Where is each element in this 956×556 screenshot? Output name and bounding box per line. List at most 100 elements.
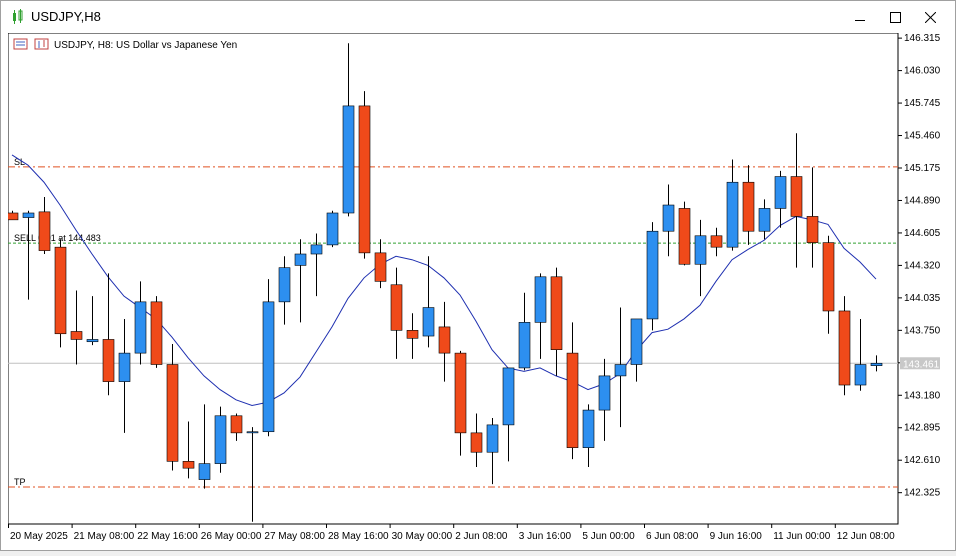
- candle[interactable]: [790, 133, 803, 268]
- candle[interactable]: [486, 418, 499, 485]
- x-tick-label: 20 May 2025: [10, 531, 68, 542]
- candle[interactable]: [294, 239, 307, 323]
- candle[interactable]: [630, 318, 643, 382]
- maximize-button[interactable]: [878, 1, 912, 33]
- candle[interactable]: [758, 199, 771, 240]
- candle[interactable]: [134, 281, 147, 365]
- symbol-info: USDJPY, H8: US Dollar vs Japanese Yen: [54, 40, 237, 51]
- y-tick-label: 145.175: [904, 163, 941, 174]
- candle[interactable]: [518, 292, 531, 371]
- candle-body: [134, 301, 147, 354]
- candle[interactable]: [774, 170, 787, 228]
- candle[interactable]: [70, 290, 83, 365]
- candle[interactable]: [262, 279, 275, 437]
- candle-body: [774, 176, 787, 209]
- candle-body: [182, 461, 195, 469]
- candle[interactable]: [662, 184, 675, 257]
- chart-area[interactable]: SL TP SELL 0.01 at 144.483 146.315 146.030 1…: [6, 32, 955, 551]
- candle-body: [438, 326, 451, 354]
- y-tick-label: 143.750: [904, 325, 941, 336]
- candle[interactable]: [118, 318, 131, 433]
- y-tick-label: 144.035: [904, 293, 941, 304]
- candle[interactable]: [854, 318, 867, 391]
- candle[interactable]: [198, 404, 211, 489]
- candle-body: [342, 105, 355, 214]
- chart-header-icons[interactable]: [13, 38, 49, 50]
- candle[interactable]: [374, 239, 387, 289]
- candle-body: [758, 208, 771, 232]
- candle[interactable]: [342, 43, 355, 217]
- candle[interactable]: [870, 355, 883, 372]
- candle[interactable]: [246, 427, 259, 522]
- title-bar[interactable]: USDJPY,H8: [1, 1, 955, 33]
- minimize-button[interactable]: [843, 1, 877, 33]
- candle[interactable]: [614, 307, 627, 428]
- candle[interactable]: [22, 210, 35, 300]
- candle[interactable]: [534, 273, 547, 359]
- candle[interactable]: [838, 296, 851, 396]
- candle-body: [422, 307, 435, 337]
- sl-level-label: SL: [14, 157, 25, 167]
- candle-body: [150, 301, 163, 365]
- candle-body: [646, 230, 659, 320]
- candle-body: [614, 364, 627, 377]
- candle[interactable]: [438, 301, 451, 382]
- x-tick-label: 3 Jun 16:00: [519, 531, 572, 542]
- candle[interactable]: [390, 267, 403, 359]
- y-tick-label: 142.325: [904, 488, 941, 499]
- candle-body: [710, 235, 723, 248]
- candle[interactable]: [454, 350, 467, 456]
- x-tick-label: 22 May 16:00: [137, 531, 198, 542]
- candle-body: [54, 246, 67, 335]
- y-tick-label: 145.460: [904, 131, 941, 142]
- candle[interactable]: [550, 267, 563, 376]
- candle[interactable]: [54, 239, 67, 348]
- candle[interactable]: [694, 219, 707, 297]
- candle[interactable]: [86, 296, 99, 346]
- plot-frame: [7, 32, 899, 525]
- y-tick-label: 146.315: [904, 33, 941, 44]
- candle-body: [310, 244, 323, 255]
- candle[interactable]: [582, 404, 595, 468]
- candle-body: [822, 242, 835, 312]
- candle[interactable]: [726, 159, 739, 251]
- candle[interactable]: [278, 256, 291, 325]
- candle[interactable]: [678, 201, 691, 266]
- candle-body: [230, 415, 243, 434]
- candle[interactable]: [470, 413, 483, 468]
- y-tick-label: 146.030: [904, 66, 941, 77]
- candle[interactable]: [358, 91, 371, 259]
- candle[interactable]: [102, 273, 115, 396]
- candlestick-chart[interactable]: SL TP SELL 0.01 at 144.483 146.315 146.030 1…: [6, 32, 955, 551]
- x-tick-label: 9 Jun 16:00: [710, 531, 763, 542]
- candle[interactable]: [710, 227, 723, 257]
- candle[interactable]: [230, 413, 243, 441]
- candle[interactable]: [214, 406, 227, 473]
- x-tick-label: 2 Jun 08:00: [455, 531, 508, 542]
- candle[interactable]: [326, 210, 339, 248]
- candle[interactable]: [822, 235, 835, 334]
- candle[interactable]: [166, 344, 179, 471]
- list-icon[interactable]: [13, 38, 28, 50]
- candle[interactable]: [742, 165, 755, 245]
- candle[interactable]: [566, 322, 579, 460]
- y-tick-label: 143.180: [904, 390, 941, 401]
- chart-type-icon[interactable]: [34, 38, 49, 50]
- candle[interactable]: [502, 367, 515, 462]
- candle[interactable]: [182, 421, 195, 479]
- candle[interactable]: [310, 233, 323, 297]
- candle-body: [246, 431, 259, 434]
- candle[interactable]: [150, 296, 163, 368]
- candle[interactable]: [806, 167, 819, 268]
- candle[interactable]: [38, 197, 51, 255]
- y-tick-label: 144.890: [904, 195, 941, 206]
- candle[interactable]: [646, 222, 659, 331]
- minimize-icon: [855, 19, 865, 21]
- candle[interactable]: [598, 358, 611, 441]
- candle[interactable]: [406, 313, 419, 359]
- candle-body: [582, 409, 595, 448]
- close-button[interactable]: [913, 1, 947, 33]
- x-tick-label: 28 May 16:00: [328, 531, 389, 542]
- candle[interactable]: [422, 256, 435, 348]
- candle-body: [790, 176, 803, 217]
